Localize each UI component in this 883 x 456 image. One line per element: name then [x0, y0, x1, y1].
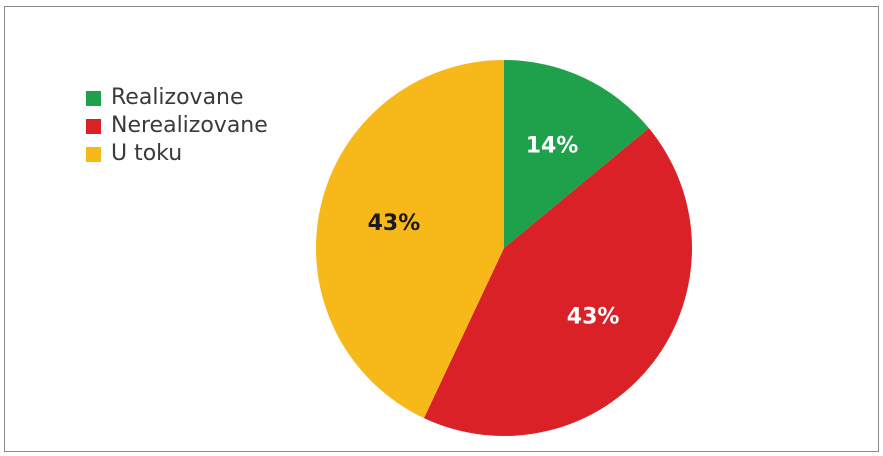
legend-label-nerealizovane: Nerealizovane	[111, 113, 268, 138]
legend-item-u-toku: U toku	[86, 140, 268, 168]
legend-item-nerealizovane: Nerealizovane	[86, 112, 268, 140]
chart-legend: Realizovane Nerealizovane U toku	[86, 84, 268, 168]
legend-swatch-realizovane	[86, 90, 101, 106]
pie-label-u-toku: 43%	[368, 211, 421, 236]
legend-label-u-toku: U toku	[111, 141, 183, 166]
pie-label-nerealizovane: 43%	[567, 305, 620, 330]
pie-slice-realizovane	[504, 60, 649, 248]
pie-label-realizovane: 14%	[526, 133, 579, 158]
legend-swatch-nerealizovane	[86, 118, 101, 134]
legend-swatch-u-toku	[86, 146, 101, 162]
pie-slice-u-toku	[316, 60, 504, 419]
legend-label-realizovane: Realizovane	[111, 85, 244, 110]
legend-item-realizovane: Realizovane	[86, 84, 268, 112]
pie-slice-nerealizovane	[423, 128, 692, 436]
